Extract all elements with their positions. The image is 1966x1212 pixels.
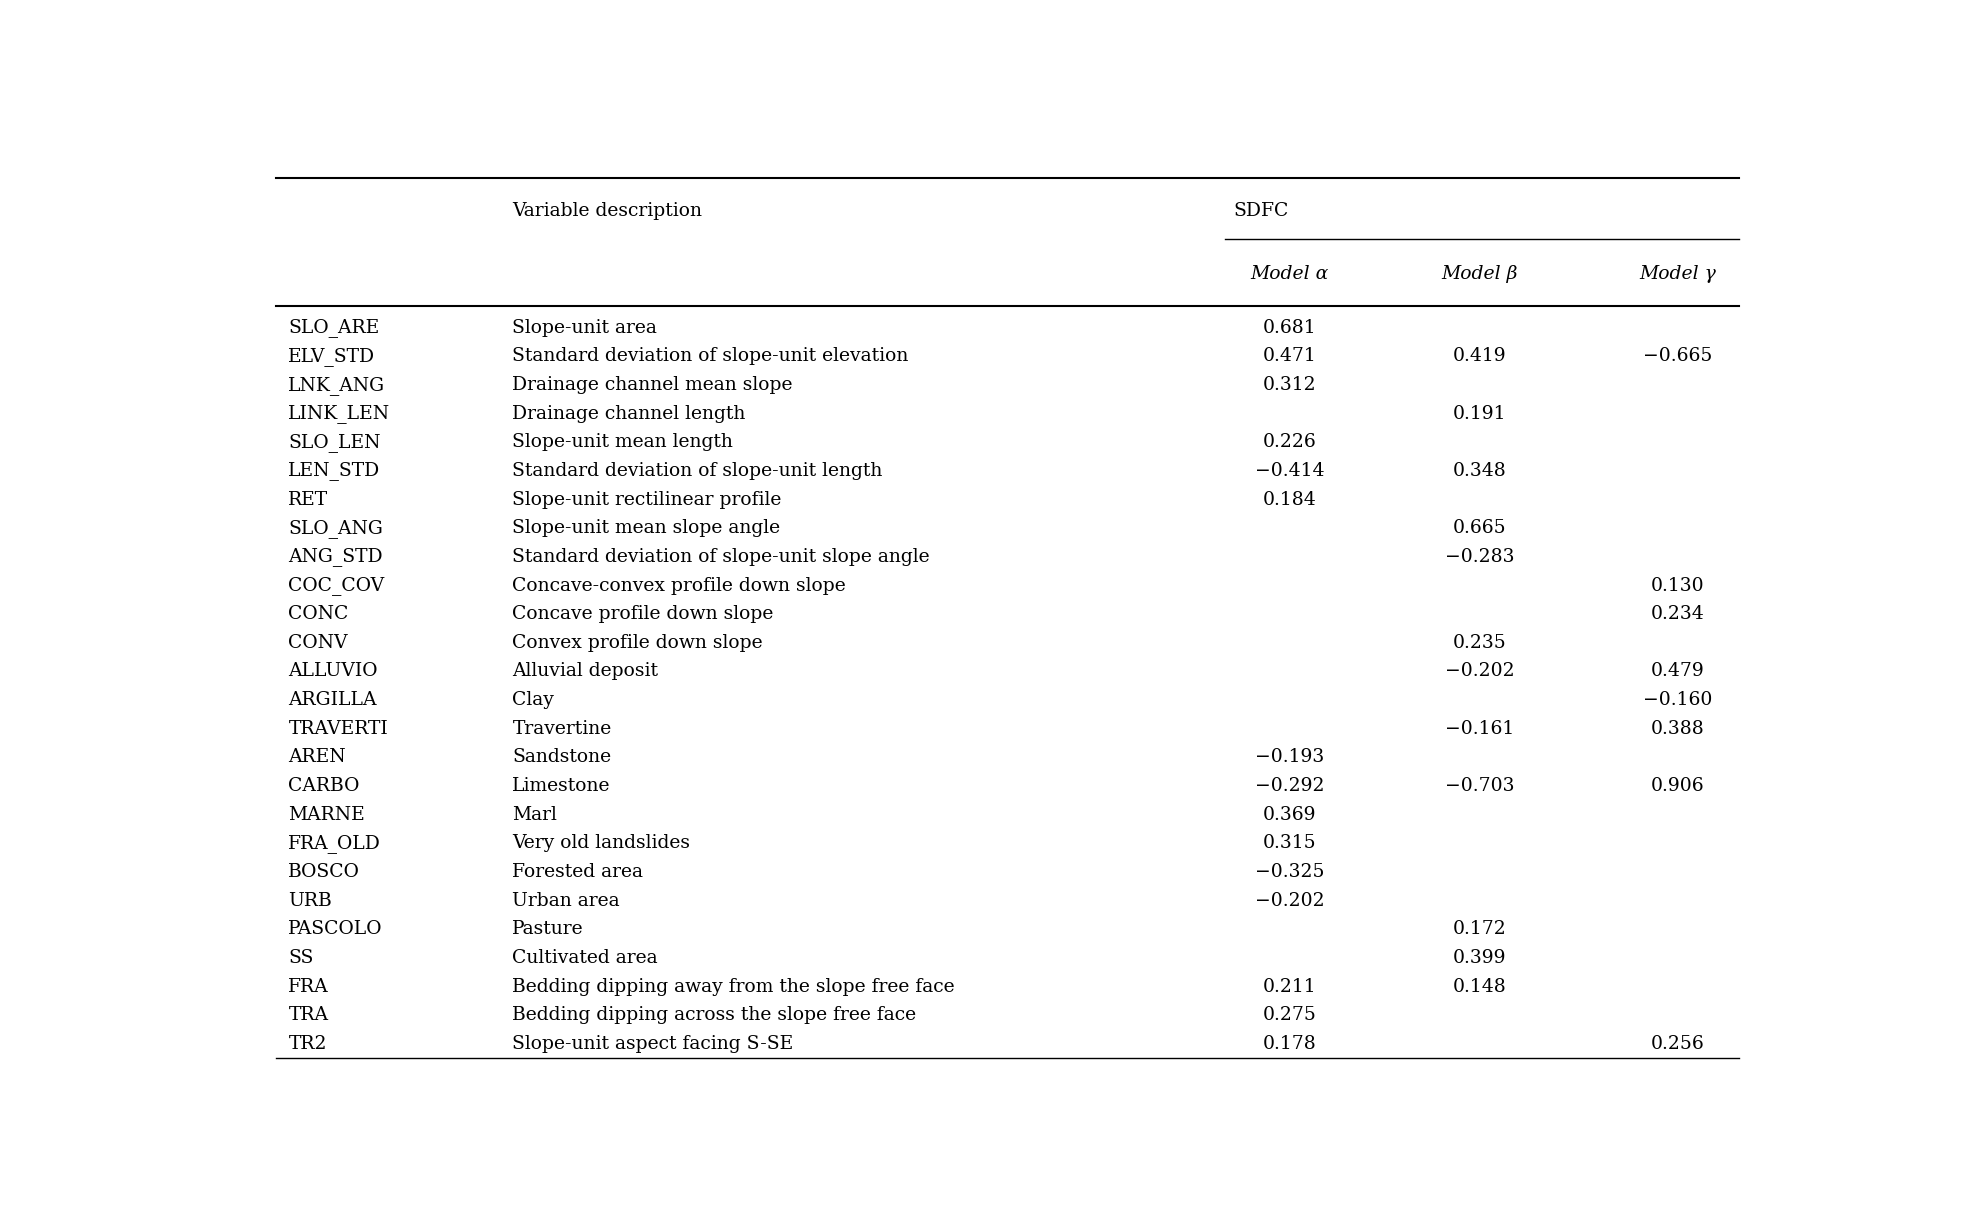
Text: Pasture: Pasture [513,920,584,938]
Text: −0.292: −0.292 [1254,777,1325,795]
Text: ELV_STD: ELV_STD [289,347,376,366]
Text: 0.665: 0.665 [1453,519,1506,537]
Text: 0.130: 0.130 [1651,577,1705,595]
Text: Drainage channel mean slope: Drainage channel mean slope [513,376,792,394]
Text: COC_COV: COC_COV [289,576,385,595]
Text: −0.202: −0.202 [1254,892,1325,910]
Text: 0.388: 0.388 [1651,720,1705,738]
Text: 0.172: 0.172 [1453,920,1506,938]
Text: Concave-convex profile down slope: Concave-convex profile down slope [513,577,845,595]
Text: CARBO: CARBO [289,777,360,795]
Text: CONV: CONV [289,634,348,652]
Text: SDFC: SDFC [1233,201,1288,219]
Text: Convex profile down slope: Convex profile down slope [513,634,763,652]
Text: ARGILLA: ARGILLA [289,691,377,709]
Text: TRA: TRA [289,1006,328,1024]
Text: BOSCO: BOSCO [289,863,360,881]
Text: 0.191: 0.191 [1453,405,1506,423]
Text: 0.315: 0.315 [1262,834,1317,852]
Text: Bedding dipping across the slope free face: Bedding dipping across the slope free fa… [513,1006,916,1024]
Text: SLO_ANG: SLO_ANG [289,519,383,538]
Text: PASCOLO: PASCOLO [289,920,383,938]
Text: −0.283: −0.283 [1445,548,1514,566]
Text: Slope-unit aspect facing S-SE: Slope-unit aspect facing S-SE [513,1035,794,1053]
Text: Slope-unit mean length: Slope-unit mean length [513,434,733,451]
Text: Standard deviation of slope-unit length: Standard deviation of slope-unit length [513,462,883,480]
Text: Limestone: Limestone [513,777,611,795]
Text: Clay: Clay [513,691,554,709]
Text: TR2: TR2 [289,1035,326,1053]
Text: 0.226: 0.226 [1262,434,1317,451]
Text: SLO_LEN: SLO_LEN [289,433,381,452]
Text: LNK_ANG: LNK_ANG [289,376,385,395]
Text: −0.414: −0.414 [1254,462,1325,480]
Text: Variable description: Variable description [513,201,702,219]
Text: 0.906: 0.906 [1651,777,1705,795]
Text: 0.148: 0.148 [1453,978,1506,995]
Text: 0.369: 0.369 [1262,806,1315,824]
Text: Model β: Model β [1441,265,1518,284]
Text: Standard deviation of slope-unit elevation: Standard deviation of slope-unit elevati… [513,348,908,365]
Text: ALLUVIO: ALLUVIO [289,663,377,680]
Text: 0.256: 0.256 [1651,1035,1705,1053]
Text: Sandstone: Sandstone [513,748,611,766]
Text: 0.211: 0.211 [1262,978,1317,995]
Text: 0.178: 0.178 [1262,1035,1317,1053]
Text: 0.348: 0.348 [1453,462,1506,480]
Text: −0.193: −0.193 [1254,748,1323,766]
Text: FRA: FRA [289,978,328,995]
Text: −0.703: −0.703 [1445,777,1514,795]
Text: MARNE: MARNE [289,806,366,824]
Text: 0.479: 0.479 [1651,663,1705,680]
Text: 0.681: 0.681 [1262,319,1317,337]
Text: Drainage channel length: Drainage channel length [513,405,745,423]
Text: Bedding dipping away from the slope free face: Bedding dipping away from the slope free… [513,978,955,995]
Text: RET: RET [289,491,328,509]
Text: 0.184: 0.184 [1262,491,1317,509]
Text: −0.160: −0.160 [1644,691,1712,709]
Text: LINK_LEN: LINK_LEN [289,404,391,423]
Text: Standard deviation of slope-unit slope angle: Standard deviation of slope-unit slope a… [513,548,930,566]
Text: 0.235: 0.235 [1453,634,1506,652]
Text: 0.312: 0.312 [1262,376,1317,394]
Text: Cultivated area: Cultivated area [513,949,659,967]
Text: FRA_OLD: FRA_OLD [289,834,381,853]
Text: −0.665: −0.665 [1644,348,1712,365]
Text: −0.325: −0.325 [1254,863,1325,881]
Text: Forested area: Forested area [513,863,643,881]
Text: Marl: Marl [513,806,556,824]
Text: Travertine: Travertine [513,720,611,738]
Text: CONC: CONC [289,605,348,623]
Text: Urban area: Urban area [513,892,619,910]
Text: 0.275: 0.275 [1262,1006,1317,1024]
Text: −0.202: −0.202 [1445,663,1514,680]
Text: Model α: Model α [1250,265,1329,284]
Text: 0.234: 0.234 [1651,605,1705,623]
Text: Concave profile down slope: Concave profile down slope [513,605,775,623]
Text: 0.419: 0.419 [1453,348,1506,365]
Text: Slope-unit area: Slope-unit area [513,319,657,337]
Text: URB: URB [289,892,332,910]
Text: Slope-unit rectilinear profile: Slope-unit rectilinear profile [513,491,782,509]
Text: Very old landslides: Very old landslides [513,834,690,852]
Text: LEN_STD: LEN_STD [289,462,381,480]
Text: TRAVERTI: TRAVERTI [289,720,387,738]
Text: Slope-unit mean slope angle: Slope-unit mean slope angle [513,519,781,537]
Text: ANG_STD: ANG_STD [289,548,383,566]
Text: 0.399: 0.399 [1453,949,1506,967]
Text: 0.471: 0.471 [1262,348,1317,365]
Text: Model γ: Model γ [1640,265,1716,284]
Text: SLO_ARE: SLO_ARE [289,319,379,337]
Text: AREN: AREN [289,748,346,766]
Text: Alluvial deposit: Alluvial deposit [513,663,659,680]
Text: −0.161: −0.161 [1445,720,1514,738]
Text: SS: SS [289,949,315,967]
